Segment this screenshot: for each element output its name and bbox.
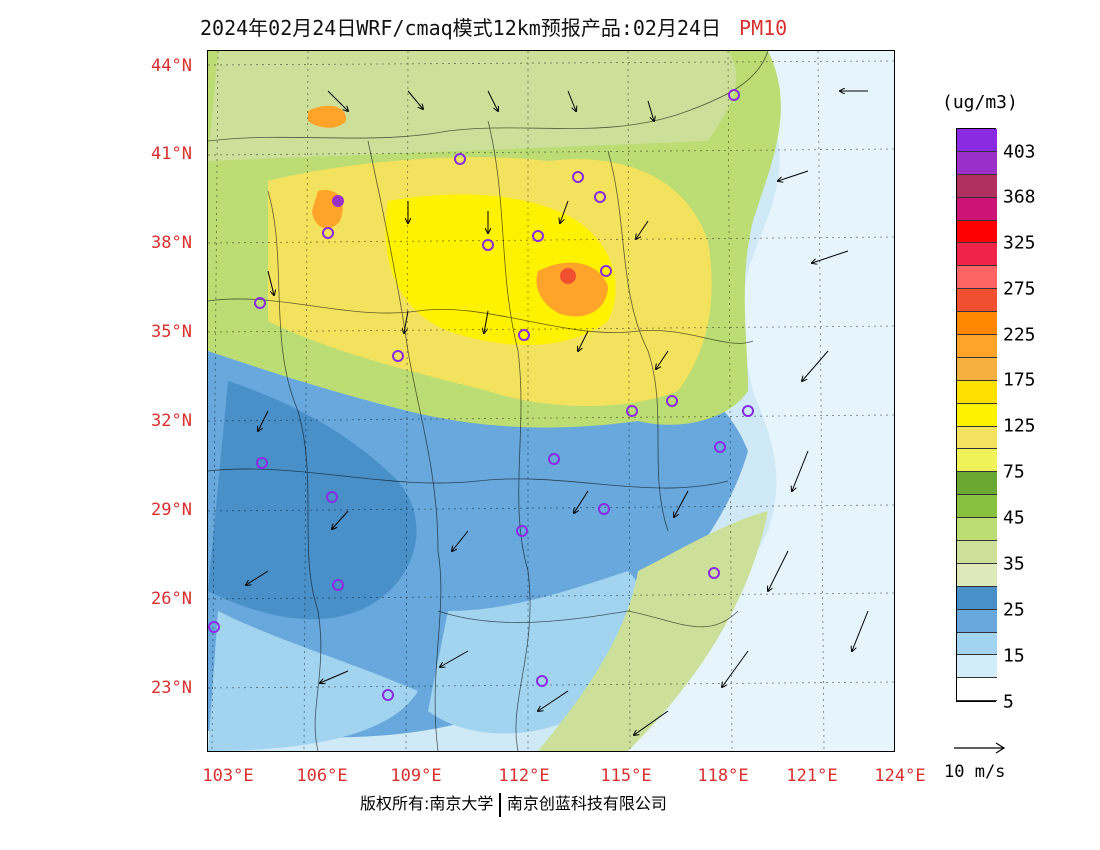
colorbar-label-75: 75 <box>1003 461 1025 483</box>
lon-label-121: 121°E <box>786 766 838 786</box>
credit-separator <box>499 792 501 817</box>
colorbar-swatch <box>957 335 997 358</box>
ningxia-hotspot-core <box>332 195 344 207</box>
colorbar-label-45: 45 <box>1003 507 1025 529</box>
pm10-forecast-map <box>207 50 895 752</box>
credit-company: 南京创蓝科技有限公司 <box>506 794 667 813</box>
colorbar-swatch <box>957 289 997 313</box>
lon-label-115: 115°E <box>600 766 652 786</box>
colorbar-label-325: 325 <box>1003 232 1036 254</box>
lon-label-118: 118°E <box>697 766 749 786</box>
colorbar-swatch <box>957 151 997 175</box>
lat-label-29: 29°N <box>151 500 192 520</box>
graticule <box>208 51 894 751</box>
colorbar-swatch <box>957 655 997 679</box>
colorbar-swatch <box>957 541 997 564</box>
pollutant-name: PM10 <box>739 16 788 40</box>
lat-label-32: 32°N <box>151 411 192 431</box>
colorbar-swatch <box>957 220 997 244</box>
lat-label-44: 44°N <box>151 56 192 76</box>
lon-label-109: 109°E <box>390 766 442 786</box>
inner-mongolia-region <box>208 51 737 161</box>
colorbar-swatch <box>957 518 997 542</box>
wind-reference-arrow <box>954 742 1006 754</box>
open-sea-region <box>628 51 894 751</box>
lat-label-26: 26°N <box>151 589 192 609</box>
lat-label-41: 41°N <box>151 144 192 164</box>
colorbar-swatch <box>957 586 997 610</box>
colorbar-swatch <box>957 426 997 450</box>
lat-label-38: 38°N <box>151 233 192 253</box>
colorbar <box>956 128 997 703</box>
colorbar-label-125: 125 <box>1003 415 1036 437</box>
title-text: 2024年02月24日WRF/cmaq模式12km预报产品:02月24日 <box>200 16 722 40</box>
colorbar-swatch <box>957 197 997 221</box>
copyright-credit: 版权所有:南京大学 南京创蓝科技有限公司 <box>360 790 667 817</box>
colorbar-label-5: 5 <box>1003 691 1014 713</box>
wind-reference-label: 10 m/s <box>944 762 1006 782</box>
coastal-band <box>538 511 768 751</box>
colorbar-label-225: 225 <box>1003 324 1036 346</box>
colorbar-label-175: 175 <box>1003 369 1036 391</box>
sichuan-basin-region <box>208 381 417 620</box>
hebei-hotspot <box>536 262 608 317</box>
city-markers <box>208 89 754 701</box>
north-hotspot <box>308 105 347 128</box>
colorbar-label-403: 403 <box>1003 141 1036 163</box>
lon-label-124: 124°E <box>874 766 926 786</box>
colorbar-swatch <box>957 472 997 496</box>
colorbar-label-35: 35 <box>1003 553 1025 575</box>
colorbar-swatch <box>957 243 997 267</box>
colorbar-swatch <box>957 678 997 702</box>
colorbar-label-275: 275 <box>1003 278 1036 300</box>
colorbar-swatch <box>957 174 997 198</box>
colorbar-swatch <box>957 609 997 633</box>
colorbar-label-25: 25 <box>1003 599 1025 621</box>
colorbar-swatch <box>957 357 997 381</box>
colorbar-swatch <box>957 380 997 404</box>
colorbar-swatch <box>957 129 997 152</box>
wind-vectors <box>246 91 869 735</box>
hotspot-core <box>560 268 576 284</box>
colorbar-label-368: 368 <box>1003 186 1036 208</box>
lat-label-35: 35°N <box>151 322 192 342</box>
colorbar-swatch <box>957 312 997 336</box>
map-title: 2024年02月24日WRF/cmaq模式12km预报产品:02月24日 PM10 <box>200 12 787 41</box>
colorbar-swatch <box>957 449 997 473</box>
yunnan-region <box>208 611 418 751</box>
colorbar-swatch <box>957 563 997 587</box>
lon-label-106: 106°E <box>296 766 348 786</box>
colorbar-boxes <box>956 128 997 703</box>
colorbar-swatch <box>957 495 997 519</box>
lon-label-103: 103°E <box>202 766 254 786</box>
colorbar-swatch <box>957 266 997 290</box>
credit-university: 版权所有:南京大学 <box>360 794 494 813</box>
map-canvas <box>208 51 894 751</box>
colorbar-label-15: 15 <box>1003 645 1025 667</box>
lat-label-23: 23°N <box>151 678 192 698</box>
lon-label-112: 112°E <box>498 766 550 786</box>
colorbar-swatch <box>957 403 997 427</box>
colorbar-unit: (ug/m3) <box>942 92 1018 113</box>
colorbar-swatch <box>957 632 997 656</box>
